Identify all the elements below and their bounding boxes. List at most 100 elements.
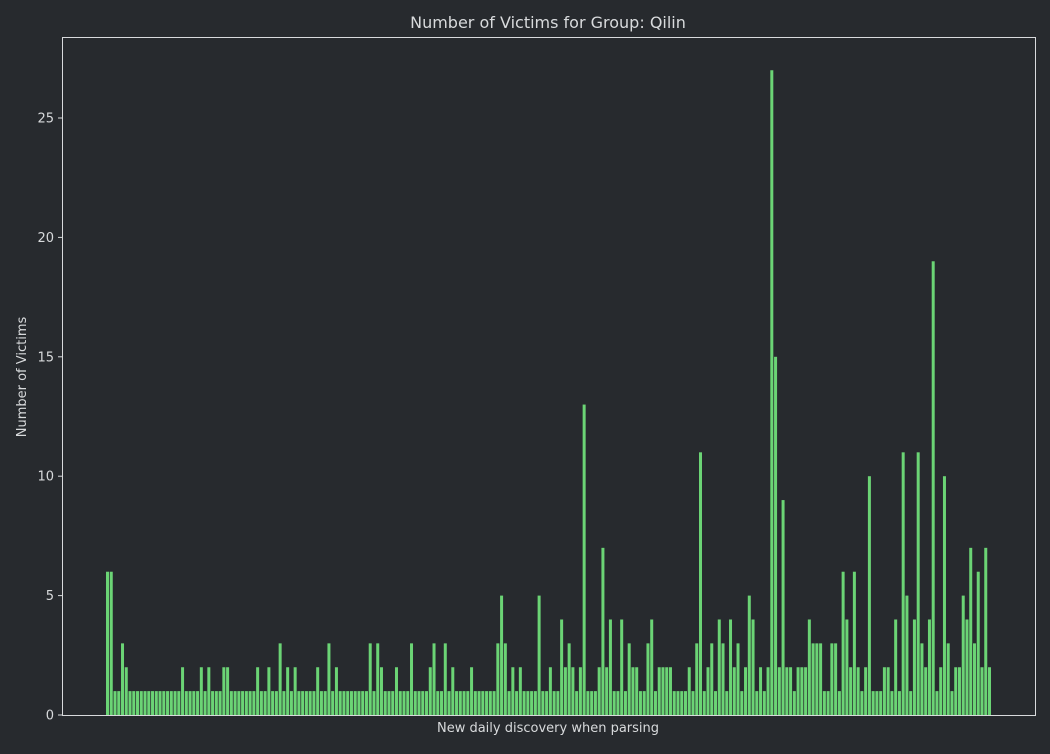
bar [969,547,973,715]
bar [796,667,800,715]
bar [301,691,305,715]
bar [732,667,736,715]
bar [214,691,218,715]
bar [222,667,226,715]
bar [271,691,275,715]
bar [894,619,898,715]
bar [826,691,830,715]
bar [181,667,185,715]
bar [683,691,687,715]
bar [106,571,109,715]
bar [421,691,425,715]
bar [376,643,380,715]
bar [976,571,980,715]
bar [717,619,721,715]
bar [537,595,541,715]
bar [263,691,267,715]
bar [759,667,763,715]
bar [612,691,616,715]
bar [961,595,965,715]
bar [252,691,256,715]
bar [882,667,886,715]
chart-title: Number of Victims for Group: Qilin [410,13,686,32]
bar [308,691,312,715]
bar-series [106,70,991,716]
bar [563,667,567,715]
bar [901,452,905,715]
bar [972,643,976,715]
bar [747,595,751,715]
bar [177,691,181,715]
bar [515,691,519,715]
bar [939,667,943,715]
bar [455,691,459,715]
bar [503,643,507,715]
bar [488,691,492,715]
bar [286,667,290,715]
y-tick-label: 15 [37,350,54,365]
bar [473,691,477,715]
bar [905,595,909,715]
bar [661,667,665,715]
bar [417,691,421,715]
bar [897,691,901,715]
y-axis: 0 5 10 15 20 25 [37,111,63,724]
bar [777,667,781,715]
bar [864,667,868,715]
bar [841,571,845,715]
bar [935,691,939,715]
bar [578,667,582,715]
bar [511,667,515,715]
bar [327,643,331,715]
bar [789,667,793,715]
bar [548,667,552,715]
bar [154,691,158,715]
bar [721,643,725,715]
bar [147,691,151,715]
bar [766,667,770,715]
bar [736,643,740,715]
bar [188,691,192,715]
bar [248,691,252,715]
bar [383,691,387,715]
bar [533,691,537,715]
y-tick-label: 5 [46,589,54,604]
y-tick-label: 10 [37,470,54,485]
bar [942,476,946,715]
bar [319,691,323,715]
bar [338,691,342,715]
bar [650,619,654,715]
bar [391,691,395,715]
bar [349,691,353,715]
bar [680,691,684,715]
bar [196,691,200,715]
bar [402,691,406,715]
bar [744,667,748,715]
bar [950,691,954,715]
bar [289,691,293,715]
bar [379,667,383,715]
bar [567,643,571,715]
bar [822,691,826,715]
bar [394,667,398,715]
bar [406,691,410,715]
bar [526,691,530,715]
bar [334,667,338,715]
bar [304,691,308,715]
bar [113,691,117,715]
bar [151,691,155,715]
bar [518,667,522,715]
bar [398,691,402,715]
bar [413,691,417,715]
bar [849,667,853,715]
bar [560,619,564,715]
bar [642,691,646,715]
bar [819,643,823,715]
bar [608,619,612,715]
bar [815,643,819,715]
bar [965,619,969,715]
bar [762,691,766,715]
bar [485,691,489,715]
bar [770,70,774,716]
